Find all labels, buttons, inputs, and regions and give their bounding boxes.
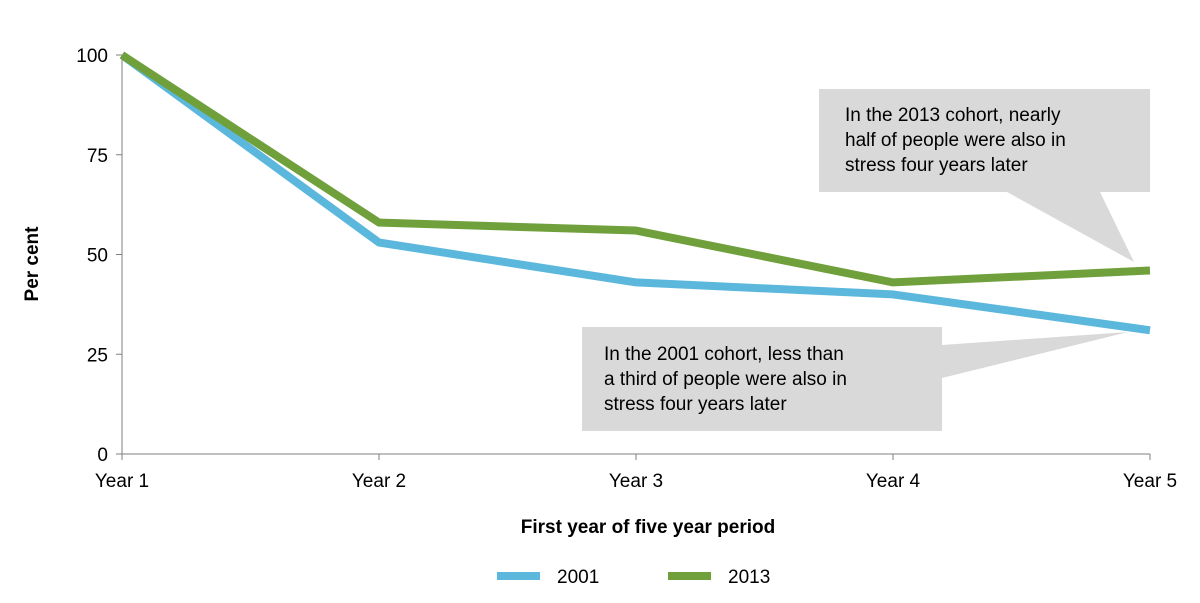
callout-pointer	[942, 332, 1128, 378]
y-tick-label: 75	[87, 146, 108, 167]
x-tick-label: Year 2	[352, 471, 406, 492]
callout-text: In the 2001 cohort, less than	[604, 344, 844, 365]
callout-text: stress four years later	[845, 155, 1028, 176]
x-tick-label: Year 4	[866, 471, 921, 492]
legend: 2001 2013	[497, 567, 770, 588]
y-axis-title: Per cent	[22, 226, 43, 302]
legend-item-2001: 2001	[497, 567, 599, 588]
axes: 0 25 50 75 100 Year 1 Year 2 Year 3 Year 4 Year 5	[76, 46, 1177, 492]
callout-text: half of people were also in	[845, 130, 1066, 151]
x-tick-label: Year 3	[609, 471, 663, 492]
x-tick-label: Year 1	[95, 471, 149, 492]
legend-label: 2001	[557, 567, 599, 588]
callout-2001: In the 2001 cohort, less than a third of …	[582, 327, 1128, 431]
callout-box	[582, 327, 942, 431]
callout-pointer	[1007, 192, 1134, 262]
callout-box	[819, 89, 1150, 192]
y-tick-label: 0	[97, 445, 108, 466]
series-lines	[119, 51, 1151, 335]
callouts: In the 2013 cohort, nearly half of people…	[582, 89, 1150, 431]
legend-label: 2013	[728, 567, 770, 588]
y-tick-label: 50	[87, 246, 108, 267]
y-tick-label: 100	[76, 46, 108, 67]
x-axis-title: First year of five year period	[521, 517, 776, 538]
x-tick-label: Year 5	[1123, 471, 1177, 492]
callout-text: In the 2013 cohort, nearly	[845, 105, 1061, 126]
callout-text: stress four years later	[604, 394, 787, 415]
callout-text: a third of people were also in	[604, 369, 847, 390]
callout-2013: In the 2013 cohort, nearly half of people…	[819, 89, 1150, 262]
legend-item-2013: 2013	[668, 567, 770, 588]
y-tick-label: 25	[87, 345, 108, 366]
